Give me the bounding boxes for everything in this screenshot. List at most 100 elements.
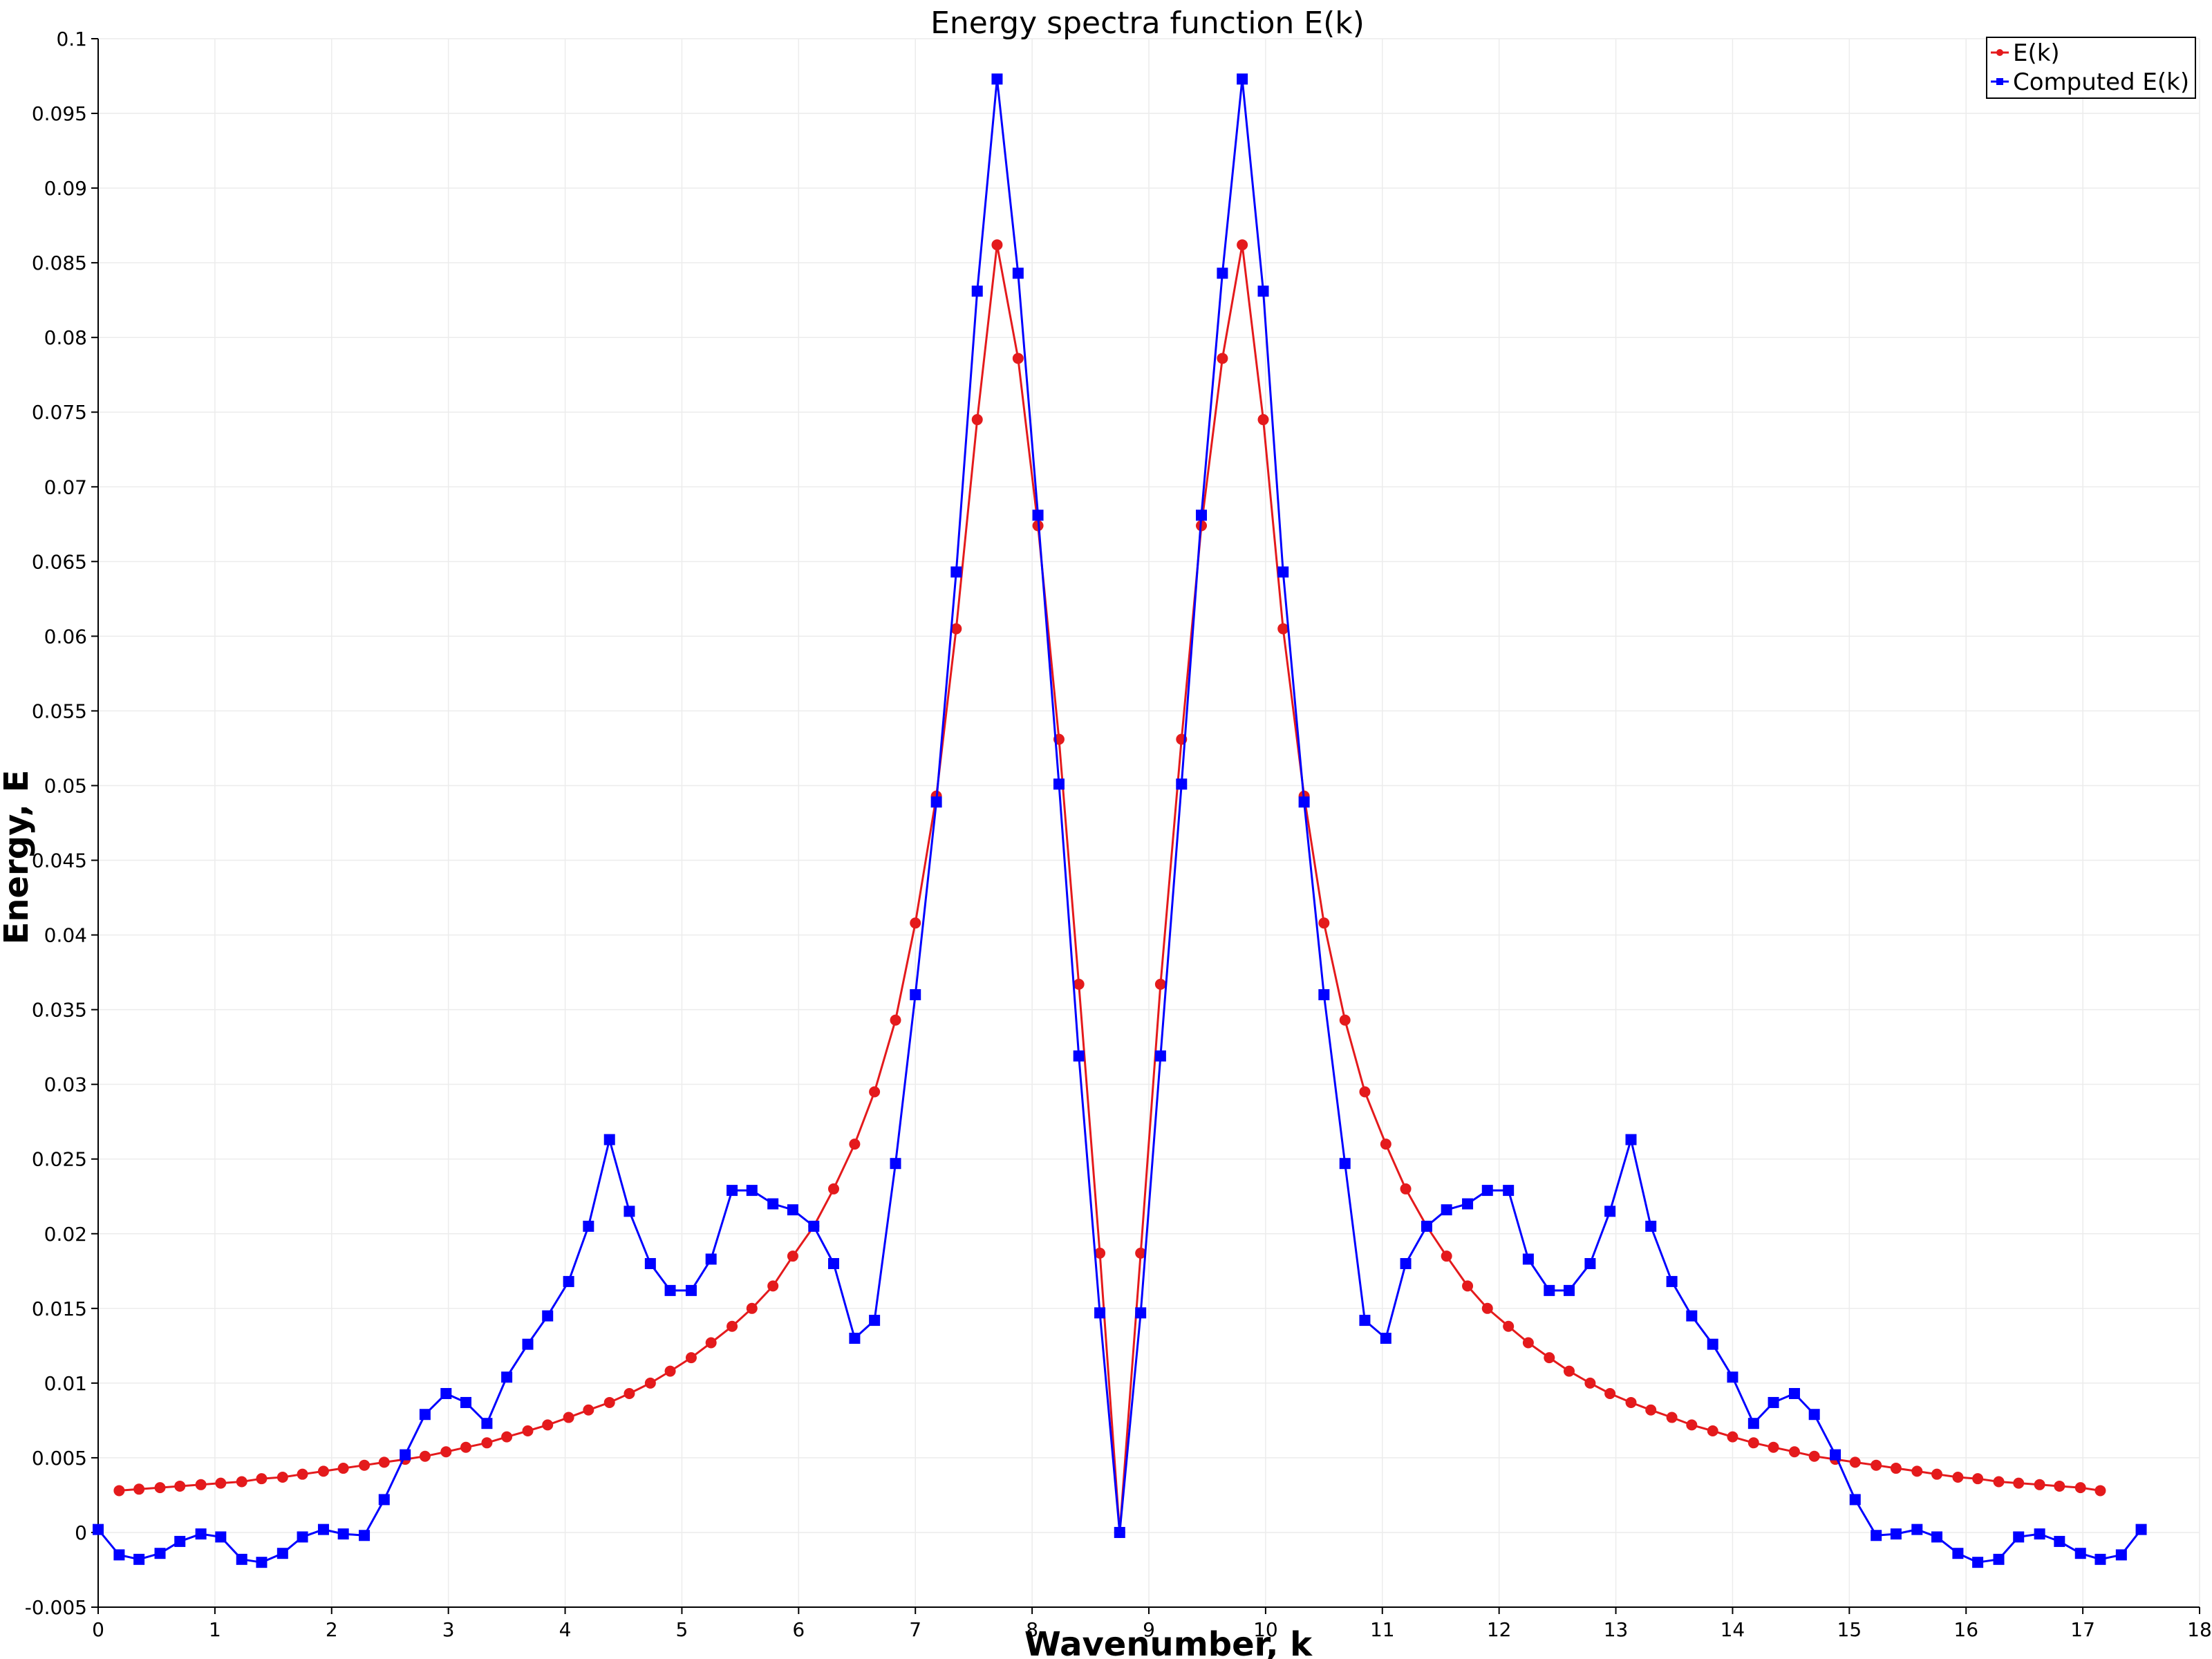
y-tick-label: 0.085 [32, 252, 87, 274]
data-point [930, 796, 942, 808]
data-point [1952, 1471, 1964, 1483]
data-point [1053, 778, 1065, 790]
data-point [1788, 1446, 1800, 1458]
data-point [1298, 796, 1310, 808]
data-point [1849, 1456, 1861, 1468]
data-point [1808, 1450, 1820, 1462]
data-point [1747, 1418, 1759, 1430]
data-point [2013, 1477, 2025, 1489]
data-point [664, 1284, 676, 1296]
data-point [174, 1480, 186, 1492]
data-point [1604, 1387, 1616, 1399]
data-point [1727, 1431, 1738, 1443]
data-point [1666, 1275, 1678, 1287]
data-point [419, 1409, 431, 1421]
axes [91, 38, 2200, 1614]
legend-label-ek: E(k) [2013, 39, 2060, 67]
data-point [890, 1158, 901, 1170]
data-point [1686, 1310, 1698, 1322]
data-point [787, 1204, 798, 1216]
data-point [1808, 1409, 1820, 1421]
data-point [624, 1387, 635, 1399]
data-point [1400, 1183, 1412, 1194]
data-point [746, 1185, 758, 1197]
data-point [1380, 1138, 1391, 1150]
data-point [337, 1528, 349, 1540]
x-tick-label: 18 [2187, 1618, 2212, 1641]
y-tick-label: 0.05 [44, 774, 87, 797]
data-point [1481, 1185, 1493, 1197]
data-point [276, 1471, 288, 1483]
data-point [1176, 778, 1188, 790]
data-point [378, 1456, 390, 1468]
data-point [2135, 1524, 2147, 1535]
legend: E(k) Computed E(k) [1986, 37, 2196, 99]
data-point [1400, 1257, 1412, 1269]
data-point [1993, 1476, 2005, 1488]
data-point [1441, 1204, 1452, 1216]
data-point [1154, 1050, 1166, 1062]
chart-title: Energy spectra function E(k) [930, 6, 1365, 41]
data-point [1359, 1086, 1371, 1098]
data-point [1727, 1371, 1738, 1383]
data-point [1911, 1465, 1923, 1477]
data-point [950, 623, 962, 635]
data-point [276, 1548, 288, 1559]
data-point [1237, 239, 1248, 251]
y-tick-label: 0 [75, 1521, 87, 1544]
data-point [440, 1387, 452, 1399]
data-point [113, 1549, 125, 1561]
data-point [746, 1302, 758, 1314]
data-point [1849, 1494, 1861, 1506]
data-point [1972, 1557, 1984, 1568]
y-tick-label: 0.06 [44, 625, 87, 648]
data-point [644, 1377, 656, 1389]
data-point [297, 1531, 308, 1543]
data-point [215, 1477, 227, 1489]
y-tick-label: 0.045 [32, 850, 87, 872]
x-tick-label: 11 [1370, 1618, 1395, 1641]
y-tick-label: 0.025 [32, 1148, 87, 1171]
data-point [1257, 285, 1269, 297]
data-point [1441, 1250, 1452, 1262]
data-point [1686, 1419, 1698, 1431]
y-tick-label: 0.015 [32, 1297, 87, 1320]
data-point [460, 1441, 471, 1453]
data-point [501, 1371, 513, 1383]
legend-swatch-marker-computed [1996, 78, 2003, 85]
data-point [1094, 1307, 1106, 1319]
x-tick-label: 3 [442, 1618, 455, 1641]
data-point [1237, 73, 1248, 85]
y-tick-label: 0.03 [44, 1074, 87, 1096]
data-point [2094, 1553, 2106, 1565]
data-point [1359, 1315, 1371, 1327]
data-point [256, 1557, 268, 1568]
y-tick-labels: -0.005 0 0.005 0.01 0.015 0.02 0.025 0.03 0.035 0… [25, 28, 87, 1619]
data-point [1114, 1526, 1125, 1538]
y-tick-label: 0.1 [56, 28, 87, 50]
data-point [1094, 1247, 1106, 1259]
data-point [236, 1553, 247, 1565]
data-point [1421, 1220, 1432, 1232]
data-point [849, 1333, 861, 1344]
y-tick-label: 0.095 [32, 102, 87, 125]
data-point [1890, 1528, 1902, 1540]
data-point [133, 1483, 145, 1495]
data-point [2034, 1479, 2045, 1490]
data-point [1747, 1437, 1759, 1449]
data-point [1481, 1302, 1493, 1314]
data-point [991, 239, 1003, 251]
y-tick-label: 0.04 [44, 924, 87, 947]
data-point [869, 1086, 881, 1098]
data-point [236, 1476, 247, 1488]
y-tick-label: 0.075 [32, 401, 87, 424]
y-axis-label: Energy, E [0, 770, 36, 945]
data-point [624, 1206, 635, 1217]
data-point [685, 1352, 697, 1364]
data-point [971, 285, 983, 297]
data-point [215, 1531, 227, 1543]
data-point [1544, 1284, 1555, 1296]
data-point [1196, 509, 1207, 521]
data-point [481, 1418, 493, 1430]
data-point [542, 1310, 554, 1322]
